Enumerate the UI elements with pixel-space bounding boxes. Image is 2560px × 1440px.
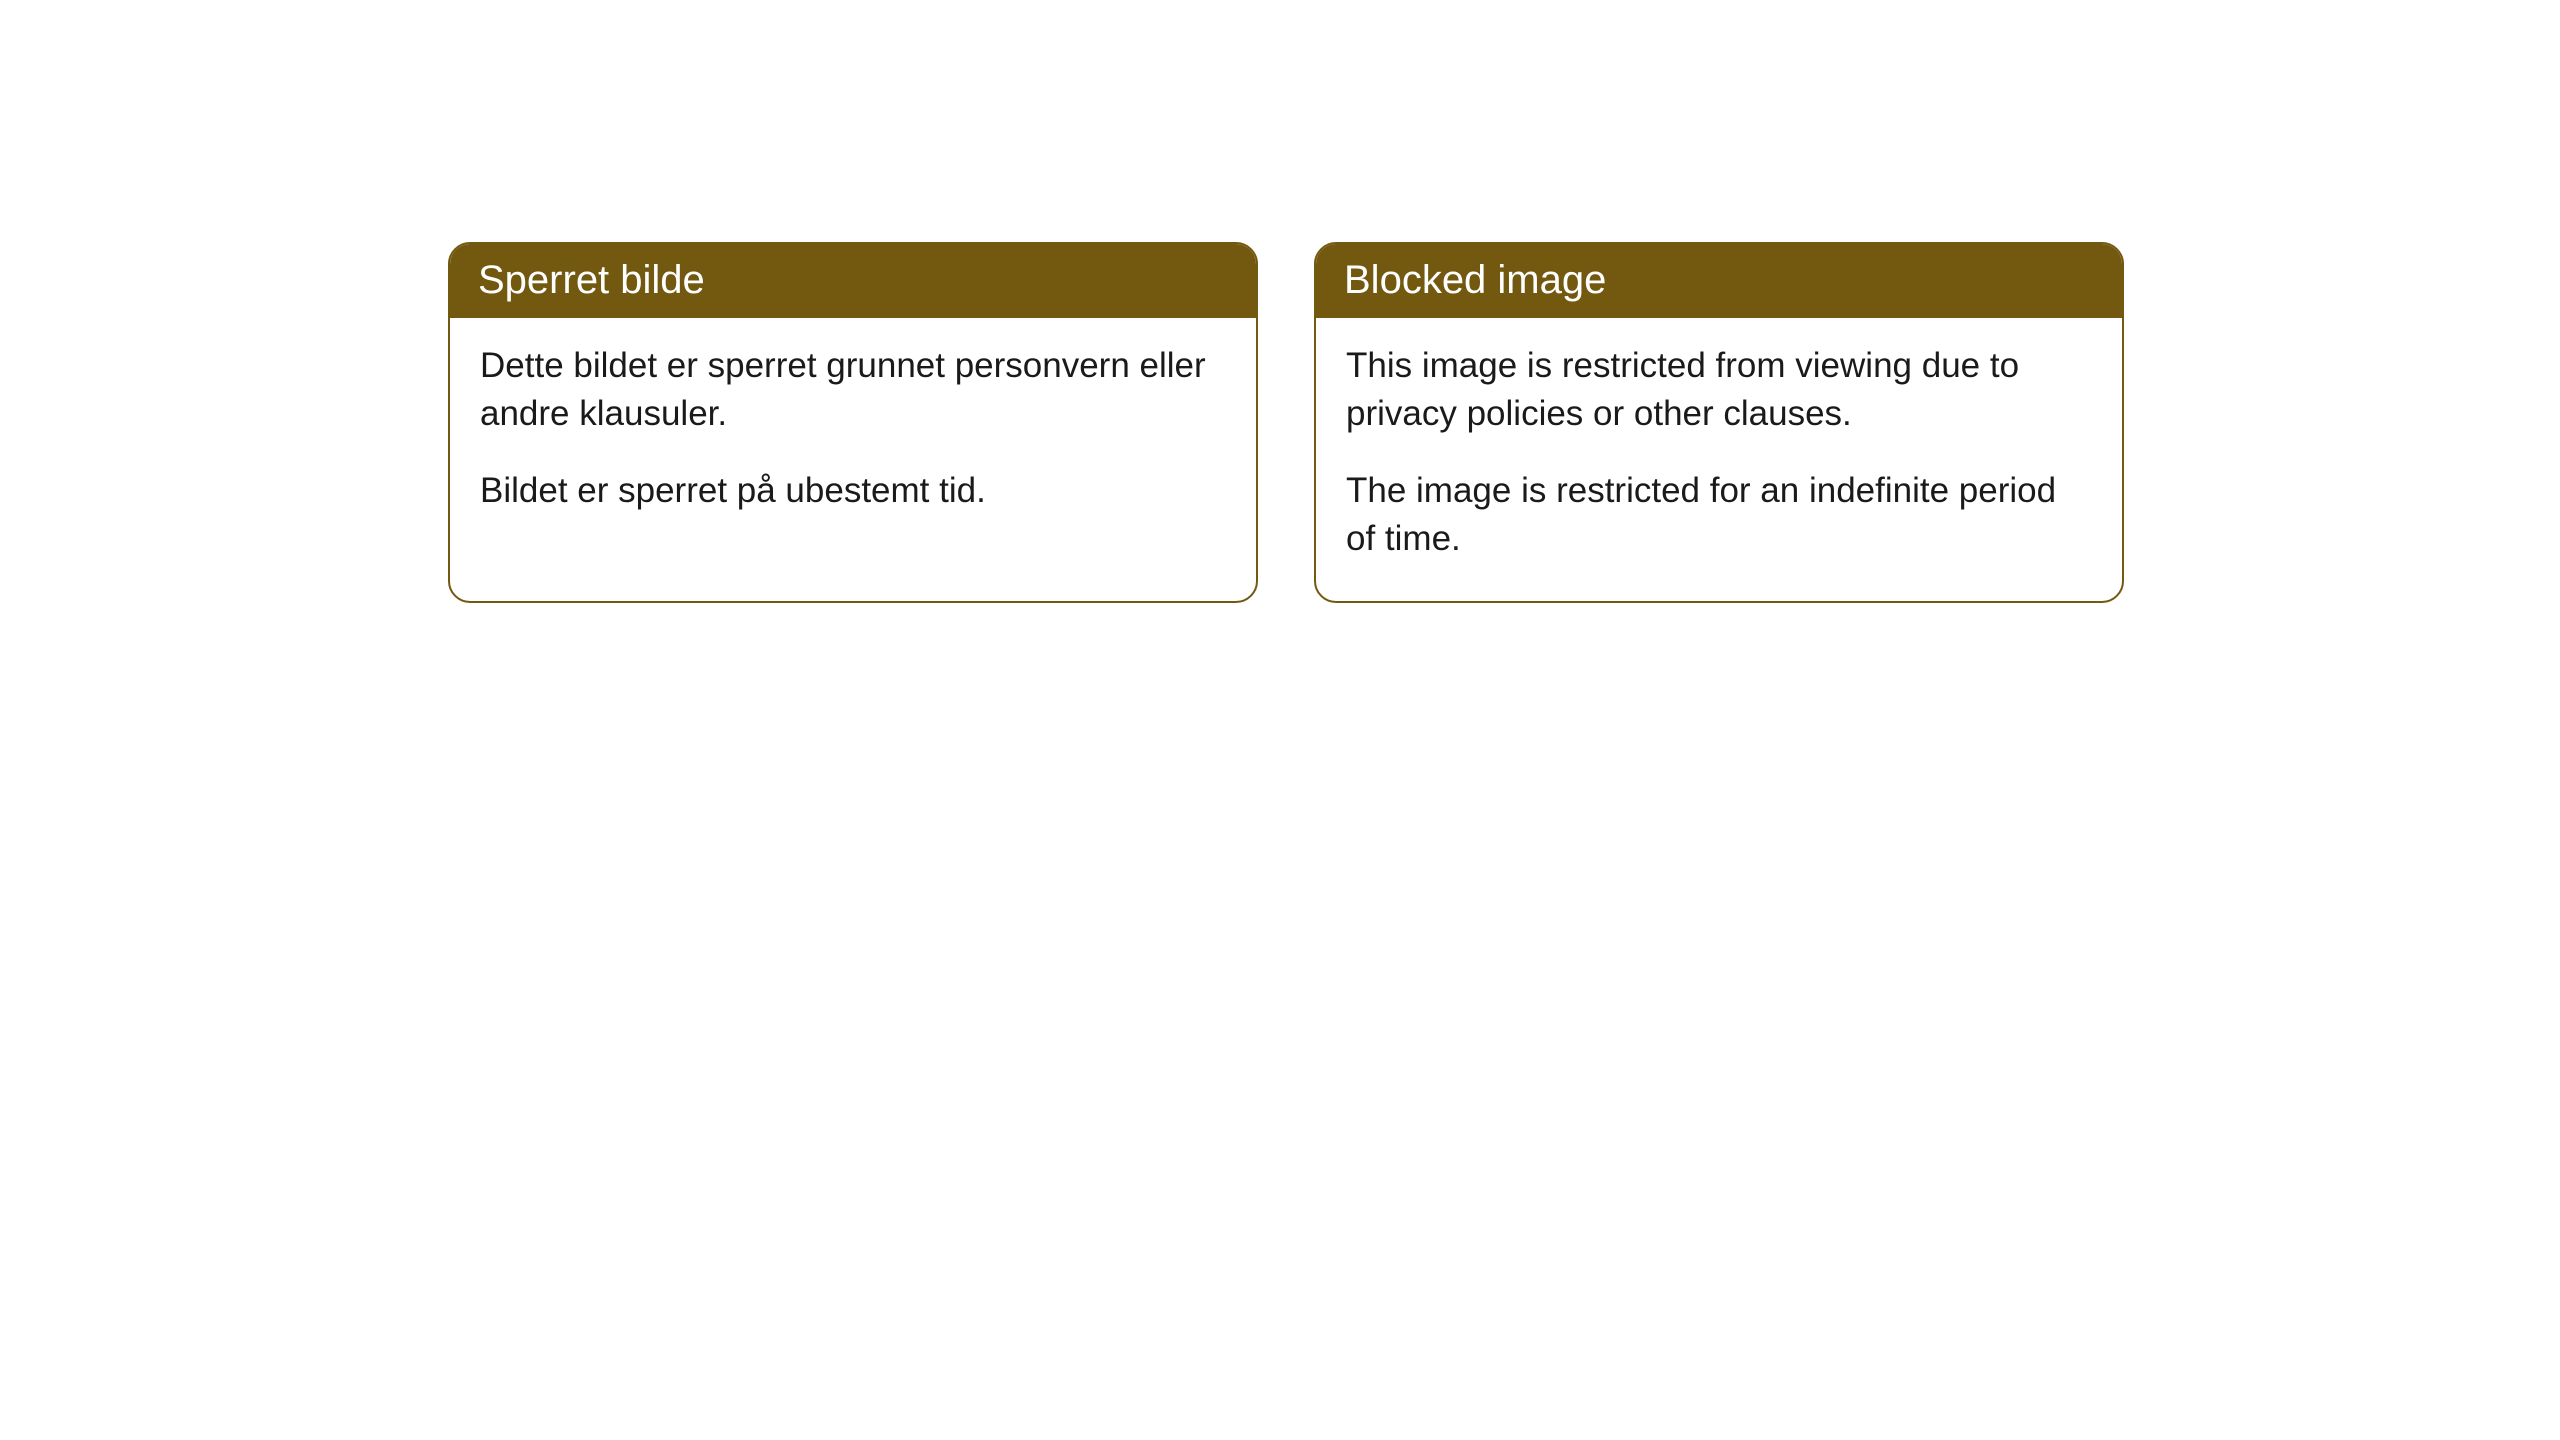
card-body-norwegian: Dette bildet er sperret grunnet personve… bbox=[450, 318, 1256, 553]
notice-cards-container: Sperret bilde Dette bildet er sperret gr… bbox=[448, 242, 2124, 603]
card-paragraph: Dette bildet er sperret grunnet personve… bbox=[480, 342, 1226, 439]
card-title: Blocked image bbox=[1344, 258, 1606, 302]
card-header-english: Blocked image bbox=[1316, 244, 2122, 318]
notice-card-english: Blocked image This image is restricted f… bbox=[1314, 242, 2124, 603]
card-paragraph: Bildet er sperret på ubestemt tid. bbox=[480, 467, 1226, 515]
card-paragraph: This image is restricted from viewing du… bbox=[1346, 342, 2092, 439]
card-paragraph: The image is restricted for an indefinit… bbox=[1346, 467, 2092, 564]
card-body-english: This image is restricted from viewing du… bbox=[1316, 318, 2122, 601]
notice-card-norwegian: Sperret bilde Dette bildet er sperret gr… bbox=[448, 242, 1258, 603]
card-title: Sperret bilde bbox=[478, 258, 705, 302]
card-header-norwegian: Sperret bilde bbox=[450, 244, 1256, 318]
